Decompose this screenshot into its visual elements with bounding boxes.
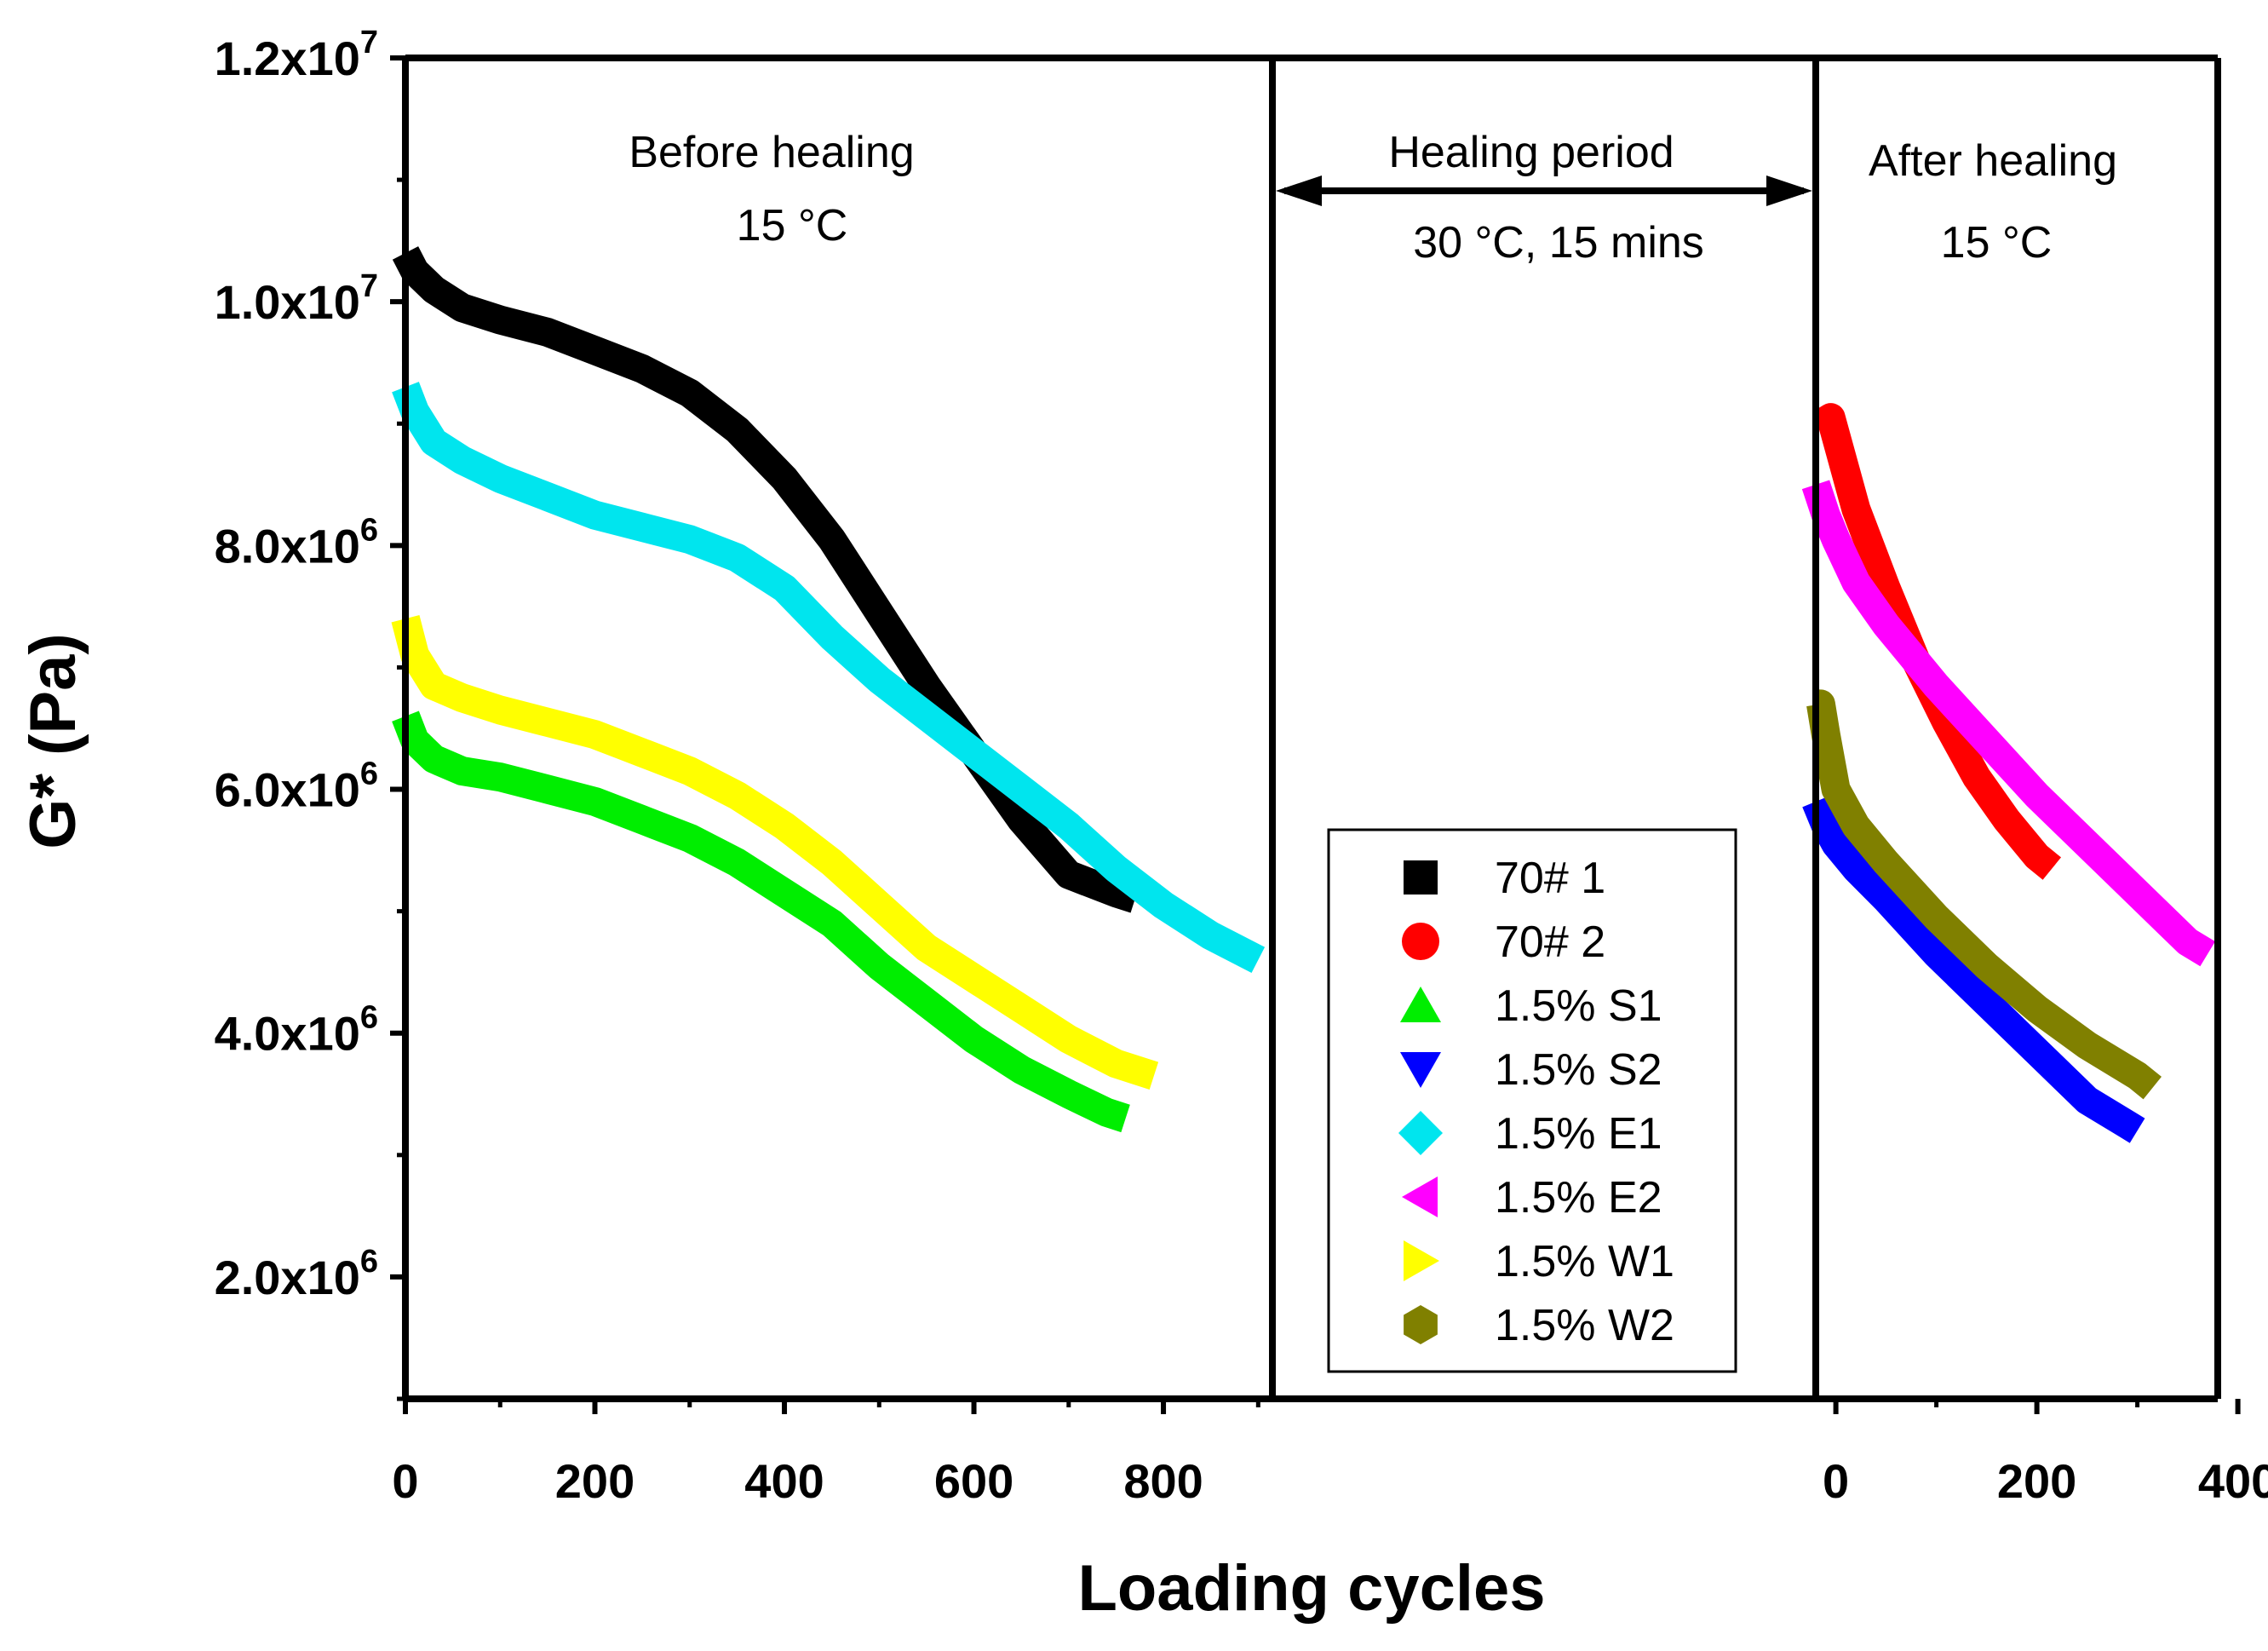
legend-marker-4: [1398, 1111, 1443, 1155]
x-axis-title: Loading cycles: [1077, 1552, 1545, 1625]
x-tick-label-before-0: 0: [392, 1454, 418, 1508]
legend-marker-6: [1404, 1240, 1439, 1281]
y-tick-label-1: 4.0x106: [215, 1000, 378, 1061]
legend-marker-3: [1400, 1052, 1441, 1088]
series-line-6: [391, 614, 1159, 1090]
y-tick-label-2: 6.0x106: [215, 756, 378, 817]
healing-period-conditions: 30 °C, 15 mins: [1413, 218, 1704, 267]
legend-label-6: 1.5% W1: [1495, 1237, 1674, 1286]
ticks: 2.0x106 4.0x106 6.0x106 8.0x106 1.0x107 1.2x1…: [215, 25, 2268, 1508]
y-tick-label-0: 2.0x106: [215, 1244, 378, 1304]
series-line-2: [392, 710, 1130, 1133]
y-tick-label-3: 8.0x106: [215, 512, 378, 572]
x-tick-label-after-1: 200: [1997, 1454, 2076, 1508]
x-tick-label-before-3: 600: [934, 1454, 1013, 1508]
y-tick-label-4: 1.0x107: [215, 268, 378, 329]
series-layer: [391, 246, 2216, 1143]
series-line-0: [392, 246, 1140, 913]
legend-marker-2: [1400, 987, 1441, 1022]
after-healing-temp: 15 °C: [1941, 218, 2053, 267]
healing-period-label: Healing period: [1388, 128, 1674, 177]
legend-marker-1: [1402, 923, 1439, 960]
legend-label-2: 1.5% S1: [1495, 981, 1662, 1031]
x-tick-label-after-2: 400: [2198, 1454, 2268, 1508]
y-axis-title: G* (Pa): [17, 633, 89, 849]
legend-label-1: 70# 2: [1495, 918, 1605, 967]
before-healing-temp: 15 °C: [737, 201, 848, 250]
y-tick-label-5: 1.2x107: [215, 25, 378, 85]
legend-marker-0: [1404, 860, 1438, 895]
legend-label-5: 1.5% E2: [1495, 1173, 1662, 1222]
legend-label-0: 70# 1: [1495, 854, 1605, 903]
after-healing-label: After healing: [1869, 136, 2117, 186]
before-healing-label: Before healing: [629, 128, 914, 177]
x-tick-label-before-2: 400: [744, 1454, 824, 1508]
series-line-4: [392, 382, 1266, 974]
x-tick-label-after-0: 0: [1823, 1454, 1849, 1508]
legend-label-7: 1.5% W2: [1495, 1301, 1674, 1350]
x-tick-label-before-4: 800: [1123, 1454, 1203, 1508]
axes-frame: [402, 55, 2221, 1402]
legend-marker-5: [1402, 1176, 1438, 1217]
healing-period-arrow: [1276, 175, 1812, 206]
legend-label-4: 1.5% E1: [1495, 1109, 1662, 1159]
legend-label-3: 1.5% S2: [1495, 1045, 1662, 1095]
x-tick-label-before-1: 200: [555, 1454, 634, 1508]
series-line-3: [1802, 796, 2145, 1143]
series-line-7: [1806, 689, 2162, 1100]
legend: 70# 1 70# 2 1.5% S1 1.5% S2 1.5% E1 1.5% E2 1.…: [1327, 828, 1737, 1373]
legend-marker-7: [1404, 1305, 1438, 1344]
legend-box: [1327, 828, 1737, 1373]
series-line-5: [1801, 480, 2216, 967]
